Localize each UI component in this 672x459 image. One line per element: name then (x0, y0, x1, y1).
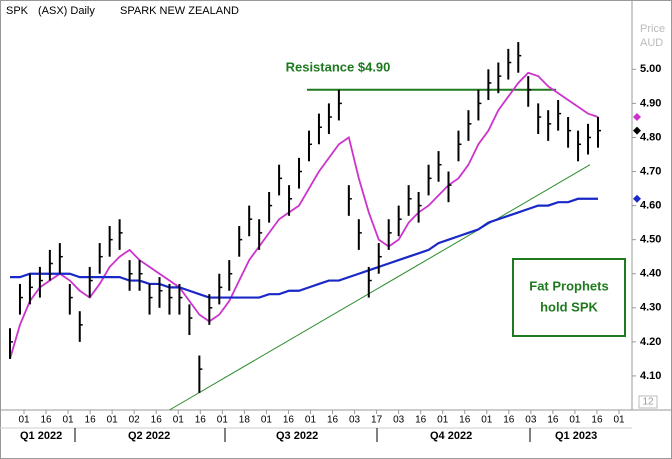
x-tick-label: 16 (547, 415, 559, 426)
quarter-label: Q3 2022 (276, 430, 318, 442)
x-tick-label: 16 (283, 415, 295, 426)
y-tick-label: 4.30 (640, 302, 661, 314)
badge-box (638, 395, 658, 409)
y-axis-label: Price (640, 23, 665, 35)
x-tick-label: 16 (85, 415, 97, 426)
x-tick-label: 01 (173, 415, 185, 426)
last-value-marker (633, 113, 641, 122)
annotation-box (512, 258, 626, 337)
quarter-label: Q2 2022 (128, 430, 170, 442)
x-tick-label: 03 (525, 415, 537, 426)
x-tick-label: 16 (327, 415, 339, 426)
x-tick-label: 01 (261, 415, 273, 426)
quarter-label: Q1 2022 (20, 430, 62, 442)
trend-line (169, 164, 591, 411)
y-tick-label: 4.80 (640, 131, 661, 143)
x-tick-label: 03 (349, 415, 361, 426)
x-tick-label: 02 (129, 415, 141, 426)
x-tick-label: 18 (239, 415, 251, 426)
x-tick-label: 16 (591, 415, 603, 426)
x-tick-label: 01 (569, 415, 581, 426)
x-tick-label: 01 (305, 415, 317, 426)
security-name: SPARK NEW ZEALAND (120, 5, 239, 17)
last-value-marker (633, 194, 641, 203)
symbol: SPK (6, 5, 29, 17)
y-tick-label: 4.90 (640, 97, 661, 109)
resistance-label: Resistance $4.90 (286, 59, 391, 74)
quarter-label: Q1 2023 (555, 430, 597, 442)
x-tick-label: 01 (217, 415, 229, 426)
x-tick-label: 16 (151, 415, 163, 426)
y-tick-label: 4.50 (640, 234, 661, 246)
badge: 12 (642, 397, 654, 408)
x-tick-label: 16 (459, 415, 471, 426)
x-tick-label: 01 (481, 415, 493, 426)
x-tick-label: 16 (503, 415, 515, 426)
x-tick-label: 01 (613, 415, 625, 426)
annotation: Fat Prophets (529, 278, 608, 293)
x-tick-label: 01 (437, 415, 449, 426)
x-tick-label: 16 (415, 415, 427, 426)
x-tick-label: 17 (371, 415, 383, 426)
y-tick-label: 4.20 (640, 336, 661, 348)
y-tick-label: 5.00 (640, 63, 661, 75)
y-tick-label: 4.10 (640, 370, 661, 382)
exchange: (ASX) Daily (38, 5, 95, 17)
quarter-label: Q4 2022 (430, 430, 472, 442)
moving-average (10, 197, 598, 299)
x-tick-label: 16 (40, 415, 52, 426)
x-tick-label: 01 (63, 415, 75, 426)
x-tick-label: 01 (107, 415, 119, 426)
last-value-marker (633, 126, 641, 135)
y-tick-label: 4.40 (640, 268, 661, 280)
moving-average (9, 71, 599, 360)
y-tick-label: 4.60 (640, 199, 661, 211)
y-axis-label: AUD (640, 37, 663, 49)
x-tick-label: 03 (393, 415, 405, 426)
x-tick-label: 01 (18, 415, 30, 426)
annotation: hold SPK (540, 299, 598, 314)
y-tick-label: 4.70 (640, 165, 661, 177)
x-tick-label: 16 (195, 415, 207, 426)
